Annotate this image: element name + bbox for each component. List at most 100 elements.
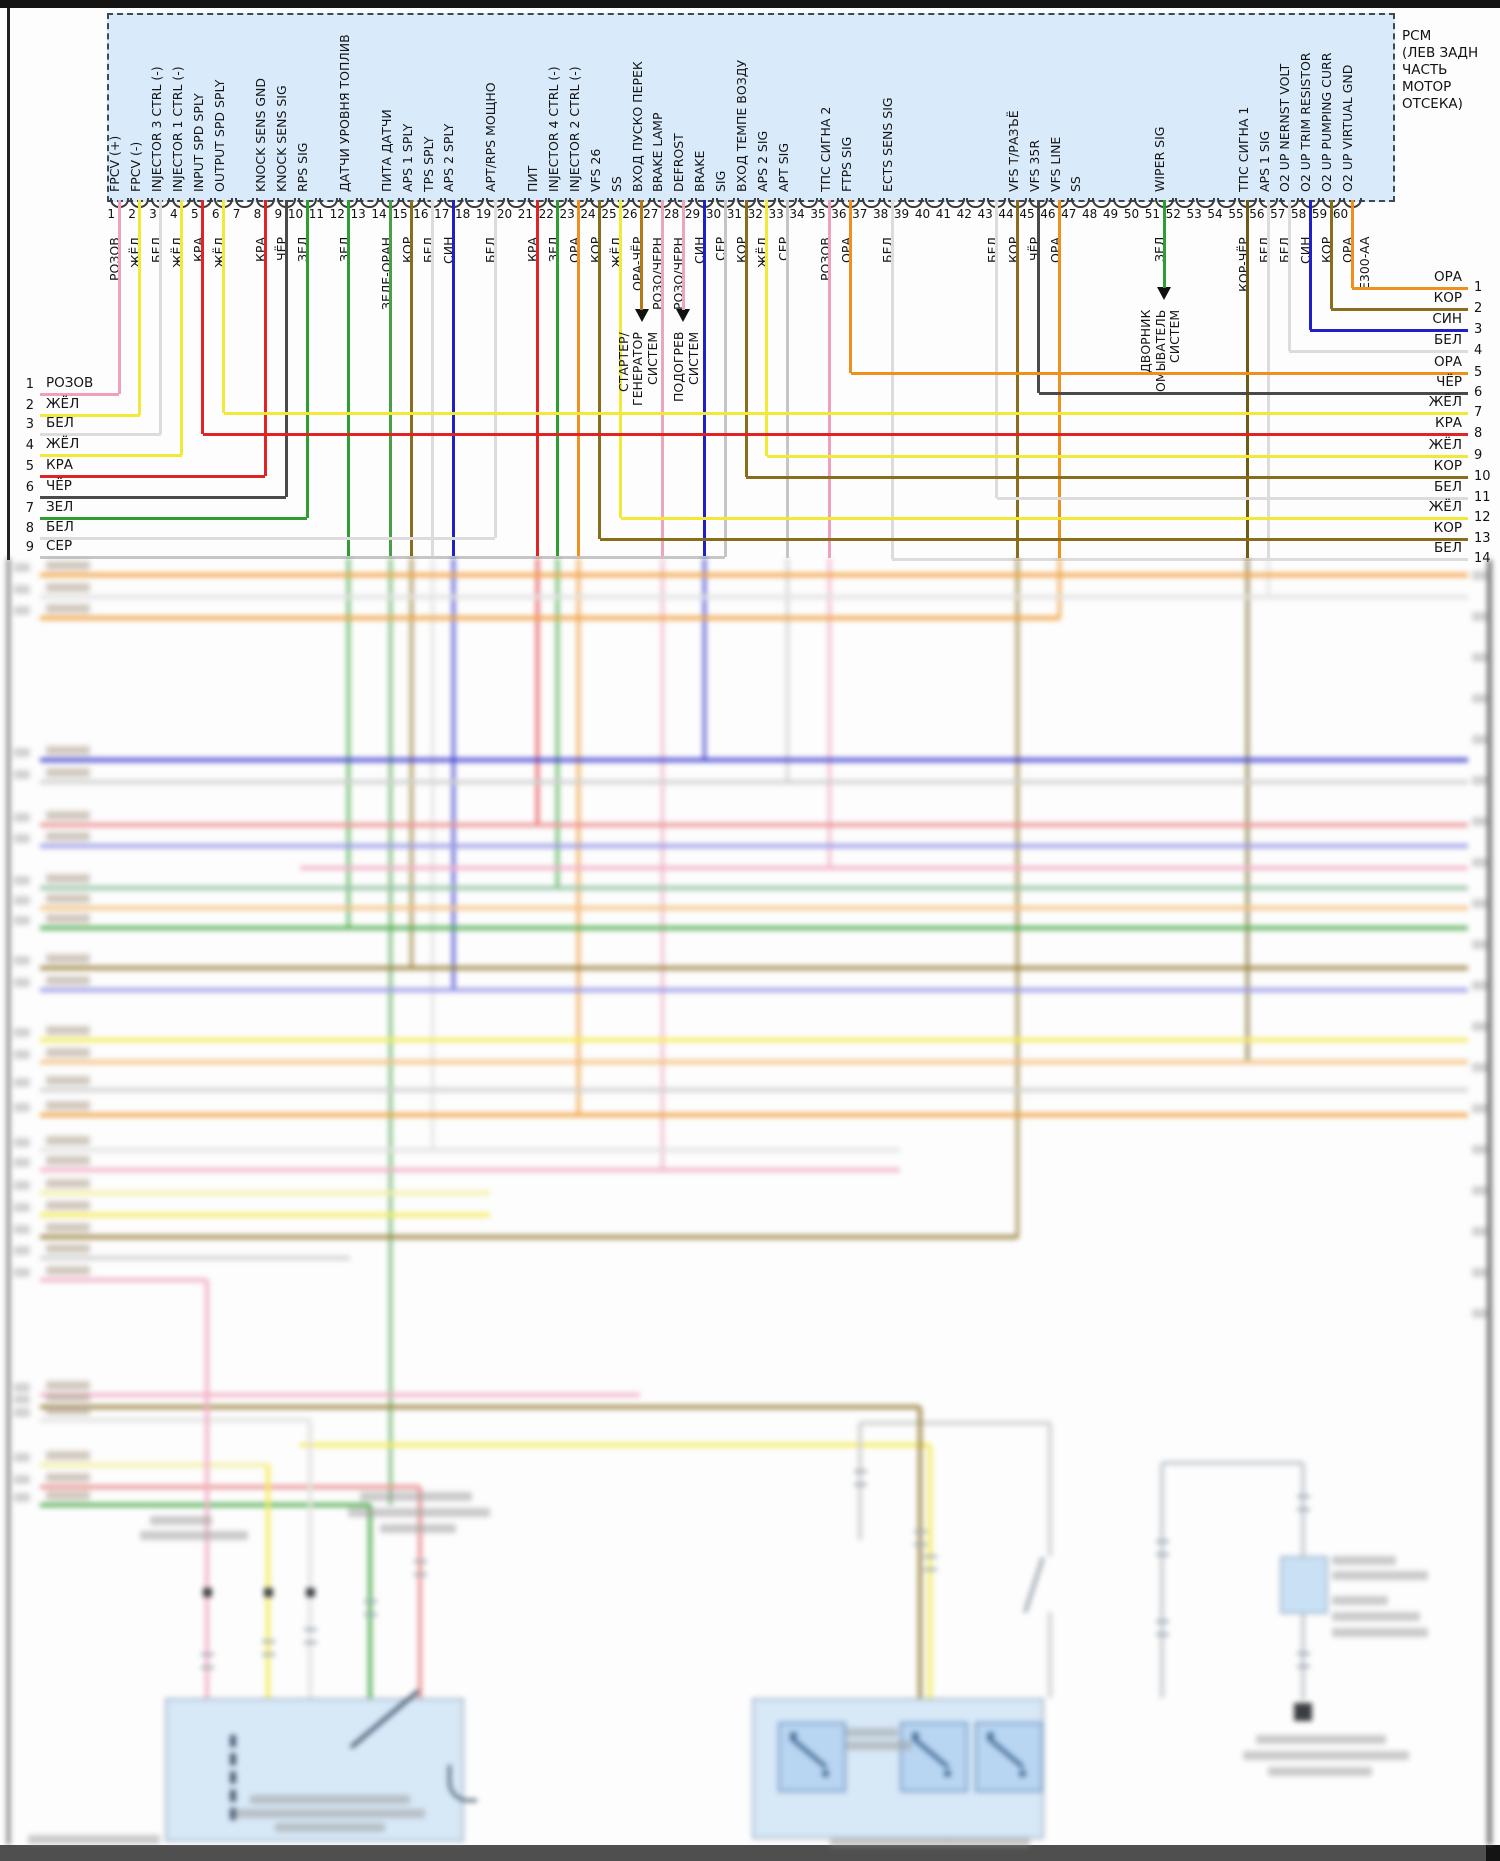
- right-row-number: 8: [1474, 426, 1483, 441]
- wire-row: [40, 1191, 490, 1195]
- wire-row: [40, 1463, 268, 1467]
- wire-row: [40, 1213, 490, 1217]
- left-row-bend: [305, 200, 309, 518]
- left-row-number: 4: [25, 438, 34, 453]
- pin-number: 18: [455, 207, 471, 221]
- right-row-wire: [850, 371, 1468, 375]
- pin-number: 23: [559, 207, 575, 221]
- pin-number: 26: [622, 207, 638, 221]
- pin-signal-label: INJECTOR 3 CTRL (-): [148, 66, 164, 192]
- relay-coil-dashed: [230, 1735, 236, 1820]
- pin-wire: [765, 200, 769, 456]
- pin-signal-label: APS 2 SIG: [754, 130, 770, 192]
- pin-number: 30: [705, 207, 722, 221]
- row-label-blurred: [46, 1266, 90, 1275]
- row-number-blurred: [14, 770, 30, 779]
- right-row-wire: [746, 475, 1468, 479]
- wire-vertical: [858, 1423, 862, 1540]
- wire-row: [40, 906, 1468, 910]
- wire-vertical: [918, 1407, 922, 1698]
- right-edge-number-blurred: [1472, 1227, 1488, 1236]
- row-label-blurred: [46, 604, 90, 613]
- pin-number: 31: [726, 207, 742, 221]
- left-row-wire: [40, 474, 266, 478]
- left-row-number: 8: [25, 521, 34, 536]
- right-row-wire: [892, 557, 1468, 561]
- switch-pivot-dot: [944, 1770, 951, 1777]
- pin-signal-label: INPUT SPD SPLY: [190, 93, 206, 192]
- pin-wire: [660, 200, 664, 558]
- right-edge-number-blurred: [1472, 571, 1488, 580]
- pin-wire: [535, 200, 539, 558]
- switch-pivot-dot: [1019, 1770, 1026, 1777]
- connector-mark: [262, 1653, 275, 1656]
- wire-row: [40, 1485, 420, 1489]
- pin-signal-label: ТПС СИГНА 2: [817, 106, 833, 192]
- pin-number: 3: [149, 207, 157, 221]
- wire-row: [40, 1038, 1468, 1042]
- pin-number: 57: [1270, 207, 1286, 221]
- right-row-number: 14: [1474, 551, 1491, 566]
- annotation-label: СТАРТЕР/: [615, 332, 631, 392]
- pin-signal-label: ПИТА ДАТЧИ: [378, 109, 394, 192]
- pin-number: 17: [434, 207, 450, 221]
- left-row-wire: [40, 555, 726, 559]
- blurred-text-placeholder: [348, 1508, 490, 1517]
- arrow-icon: [676, 309, 691, 322]
- row-number-blurred: [14, 916, 30, 925]
- pin-signal-label: TPS SPLY: [420, 136, 436, 193]
- pin-signal-label: VFS 26: [587, 148, 603, 192]
- left-row-number: 2: [25, 398, 34, 413]
- right-row-number: 9: [1474, 448, 1483, 463]
- pin-bracket: [903, 198, 923, 208]
- right-row-label: КРА: [1435, 415, 1462, 431]
- row-label-blurred: [46, 914, 90, 923]
- pin-wire: [995, 200, 999, 498]
- pin-wire: [702, 200, 706, 558]
- wire-row: [40, 1503, 370, 1507]
- pin-signal-label: BRAKE: [692, 150, 708, 192]
- pin-signal-label: ВХОД ПУСКО ПЕРЕК: [629, 61, 645, 192]
- wire-row: [40, 1256, 350, 1260]
- pin-bracket: [464, 198, 484, 208]
- wire-row: [40, 1235, 1018, 1239]
- pin-signal-label: VFS Т/РАЗЪЁ: [1005, 110, 1021, 192]
- left-row-label: КРА: [46, 457, 73, 473]
- pin-signal-label: SS: [608, 176, 624, 192]
- switch-pivot-dot: [987, 1732, 994, 1739]
- pin-signal-label: ВХОД ТЕМПЕ ВОЗДУ: [734, 59, 749, 192]
- left-row-wire: [40, 536, 496, 540]
- pin-number: 21: [517, 207, 533, 221]
- wire-row: [300, 866, 1468, 870]
- pin-signal-label: ДАТЧИ УРОВНЯ ТОПЛИВ: [336, 34, 352, 192]
- pin-bracket: [945, 198, 965, 208]
- row-label-blurred: [46, 1244, 90, 1253]
- row-label-blurred: [46, 1451, 90, 1460]
- pin-wire: [744, 200, 748, 477]
- wire-row: [40, 1060, 1468, 1064]
- annotation-label: СИСТЕМ: [685, 331, 701, 385]
- right-row-wire: [1038, 391, 1468, 395]
- pin-number: 51: [1144, 207, 1160, 221]
- row-number-blurred: [14, 876, 30, 885]
- pin-number: 46: [1040, 207, 1056, 221]
- pin-number: 2: [128, 207, 136, 221]
- right-row-wire: [1352, 286, 1468, 290]
- frame-right: [1487, 560, 1492, 1845]
- pin-wire-continuation: [828, 558, 832, 868]
- pin-number: 6: [211, 207, 220, 221]
- annotation-label: СИСТЕМ: [644, 331, 660, 385]
- ground-connector: [1294, 1703, 1312, 1721]
- row-label-blurred: [46, 583, 90, 592]
- pin-number: 45: [1019, 207, 1035, 221]
- right-row-label: ОРА: [1433, 354, 1462, 370]
- pin-wire: [1350, 200, 1354, 288]
- arrow-icon: [634, 309, 649, 322]
- row-label-blurred: [46, 1026, 90, 1035]
- row-label-blurred: [46, 894, 90, 903]
- left-row-number: 5: [25, 459, 34, 474]
- pin-number: 19: [475, 207, 492, 221]
- pin-signal-label: INJECTOR 2 CTRL (-): [566, 66, 582, 192]
- pin-signal-label: APT SIG: [775, 142, 791, 192]
- pin-number: 33: [768, 207, 784, 221]
